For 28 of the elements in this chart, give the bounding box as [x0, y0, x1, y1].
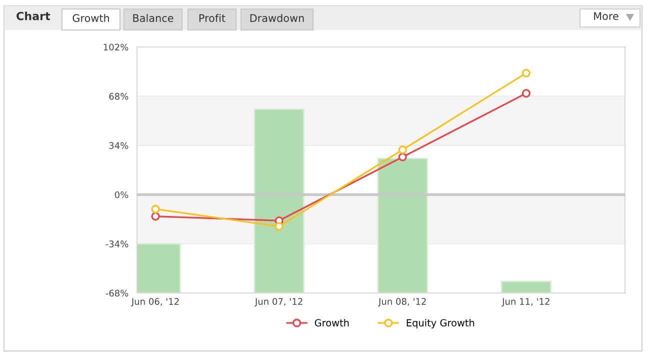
point	[398, 152, 407, 162]
point	[522, 68, 530, 78]
y-tick-label: 68%	[109, 92, 128, 100]
y-tick-label: 102%	[104, 44, 128, 51]
bar	[500, 280, 552, 293]
text: Chart	[16, 12, 50, 20]
y-tick-label: -34%	[106, 240, 128, 248]
text: More	[594, 12, 618, 20]
y-tick-label: 0%	[114, 191, 128, 198]
y-tick-label: 34%	[109, 142, 128, 149]
x-tick-label: Jun 07, '12	[254, 298, 302, 307]
text: Growth	[72, 14, 109, 22]
point	[274, 222, 284, 231]
text: Balance	[133, 14, 174, 22]
point	[522, 89, 530, 98]
legend-label: Growth	[314, 318, 349, 326]
x-tick-label: Jun 08, '12	[378, 298, 426, 307]
point	[151, 212, 160, 221]
legend-label: Equity Growth	[406, 318, 474, 328]
text: Drawdown	[250, 14, 304, 22]
y-tick-label: -68%	[106, 290, 128, 297]
x-tick-label: Jun 11, '12	[502, 298, 550, 307]
point	[151, 204, 160, 214]
bar	[254, 108, 304, 293]
text: Profit	[199, 14, 226, 22]
bar	[377, 158, 428, 293]
point	[398, 145, 407, 154]
x-tick-label: Jun 06, '12	[130, 298, 179, 307]
